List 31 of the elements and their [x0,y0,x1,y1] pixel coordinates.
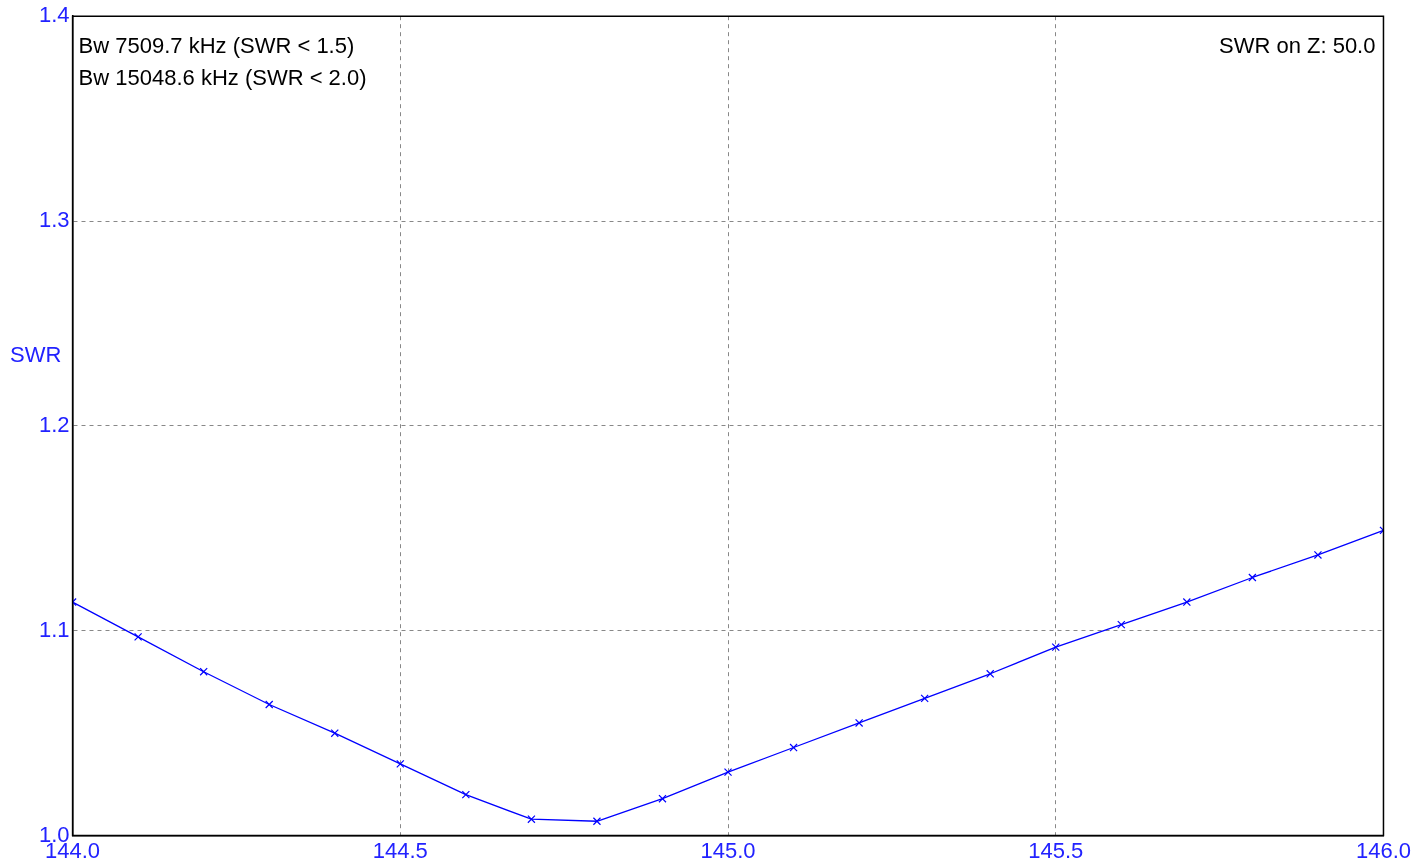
annotation: Bw 15048.6 kHz (SWR < 2.0) [78,65,367,91]
y-axis-title: SWR [10,342,62,368]
point [1117,620,1126,629]
point [461,790,470,799]
point [723,767,733,777]
point [854,718,864,728]
x-tick-label: 146.0 [1355,837,1411,863]
point [592,817,602,826]
point [1313,550,1323,560]
point [330,729,339,738]
annotation: Bw 7509.7 kHz (SWR < 1.5) [78,33,355,59]
y-tick-label: 1.4 [38,2,70,28]
y-tick-label: 1.2 [38,411,70,437]
y-tick-label: 1.3 [38,207,70,233]
point [658,794,667,803]
point [1182,597,1191,607]
x-tick-label: 145.0 [700,837,756,863]
annotation: SWR on Z: 50.0 [1218,33,1376,59]
y-tick-label: 1.1 [38,616,70,642]
x-tick-label: 145.5 [1028,837,1084,863]
point [1051,643,1060,652]
point [265,700,274,709]
point [133,632,143,642]
x-tick-label: 144.5 [372,837,428,863]
point [986,669,995,678]
point [396,759,405,769]
point [1248,573,1257,582]
point [920,694,929,703]
point [789,743,798,752]
point [527,815,536,824]
point [199,667,208,676]
